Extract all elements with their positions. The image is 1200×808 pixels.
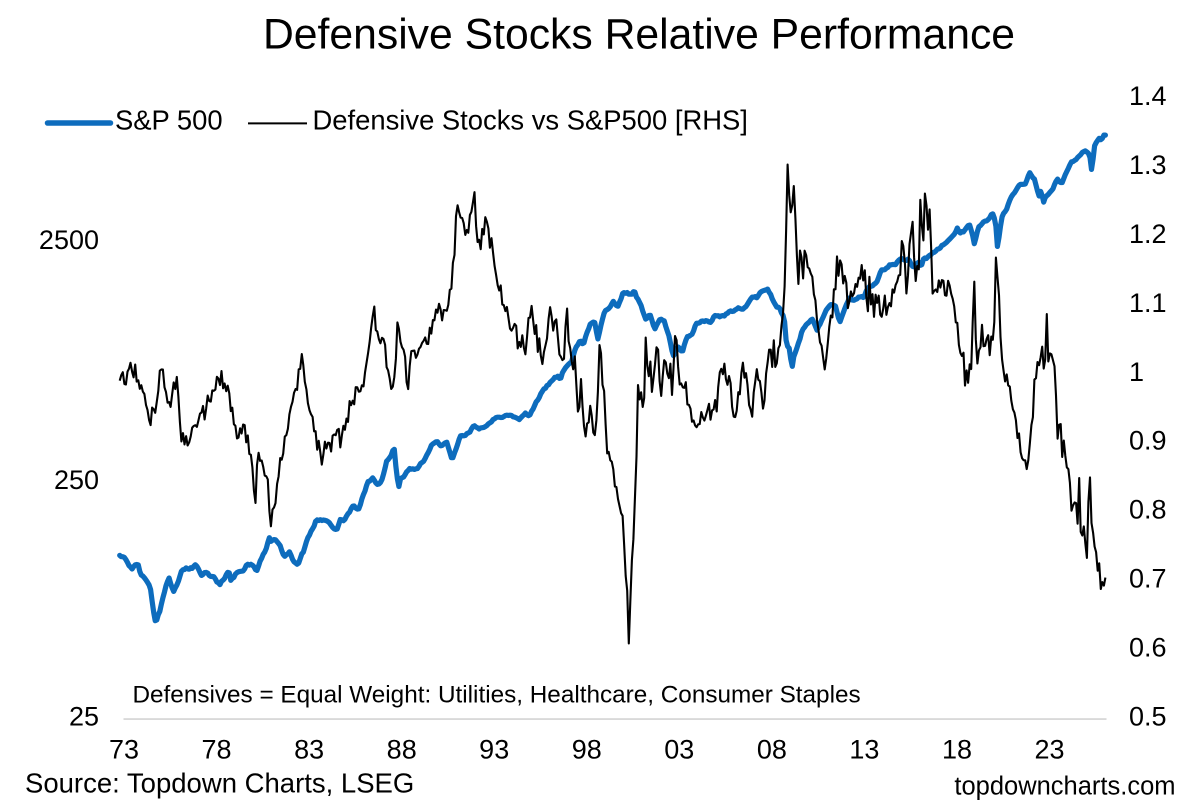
svg-text:08: 08 bbox=[757, 735, 787, 765]
svg-text:1: 1 bbox=[1129, 357, 1144, 387]
svg-text:1.2: 1.2 bbox=[1129, 219, 1167, 249]
svg-text:23: 23 bbox=[1034, 735, 1064, 765]
svg-text:0.7: 0.7 bbox=[1129, 564, 1167, 594]
svg-text:78: 78 bbox=[201, 735, 231, 765]
svg-text:2500: 2500 bbox=[39, 225, 99, 255]
svg-text:03: 03 bbox=[664, 735, 694, 765]
svg-text:S&P 500: S&P 500 bbox=[115, 105, 223, 136]
svg-text:18: 18 bbox=[942, 735, 972, 765]
svg-text:93: 93 bbox=[479, 735, 509, 765]
svg-text:83: 83 bbox=[294, 735, 324, 765]
svg-text:Source: Topdown Charts, LSEG: Source: Topdown Charts, LSEG bbox=[25, 768, 414, 799]
svg-text:0.9: 0.9 bbox=[1129, 426, 1167, 456]
svg-text:Defensives = Equal Weight: Uti: Defensives = Equal Weight: Utilities, He… bbox=[133, 682, 861, 709]
svg-text:0.5: 0.5 bbox=[1129, 701, 1167, 731]
svg-text:88: 88 bbox=[387, 735, 417, 765]
svg-text:Defensive Stocks vs S&P500 [RH: Defensive Stocks vs S&P500 [RHS] bbox=[313, 105, 748, 136]
svg-text:73: 73 bbox=[109, 735, 139, 765]
svg-text:Defensive Stocks Relative Perf: Defensive Stocks Relative Performance bbox=[263, 10, 1015, 58]
svg-text:25: 25 bbox=[69, 702, 99, 732]
svg-text:13: 13 bbox=[849, 735, 879, 765]
svg-text:250: 250 bbox=[54, 465, 99, 495]
svg-text:1.3: 1.3 bbox=[1129, 150, 1167, 180]
svg-text:1.1: 1.1 bbox=[1129, 288, 1167, 318]
svg-text:1.4: 1.4 bbox=[1129, 81, 1167, 111]
svg-text:topdowncharts.com: topdowncharts.com bbox=[954, 772, 1175, 800]
svg-text:98: 98 bbox=[572, 735, 602, 765]
svg-text:0.6: 0.6 bbox=[1129, 632, 1167, 662]
svg-text:0.8: 0.8 bbox=[1129, 495, 1167, 525]
